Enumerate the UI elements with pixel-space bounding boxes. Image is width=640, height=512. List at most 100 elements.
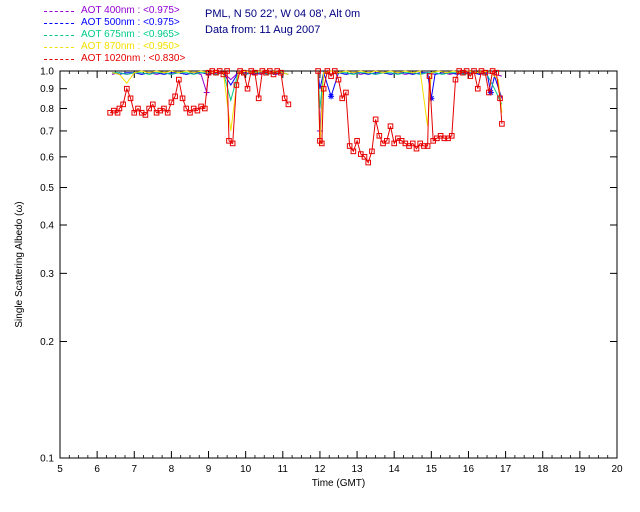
- marker-square: [426, 73, 433, 79]
- x-tick-label: 8: [169, 464, 175, 475]
- marker-square: [343, 89, 349, 96]
- marker-square: [320, 85, 327, 92]
- y-tick-label: 0.5: [40, 183, 54, 194]
- x-tick-label: 9: [206, 464, 212, 475]
- y-tick-label: 0.2: [40, 337, 54, 348]
- marker-square: [331, 68, 338, 74]
- marker-square: [172, 93, 178, 100]
- legend-item: AOT 500nm : <0.975>: [44, 17, 185, 29]
- marker-square: [285, 101, 292, 108]
- x-axis-label: Time (GMT): [312, 478, 366, 489]
- marker-square: [335, 76, 342, 83]
- x-tick-label: 11: [278, 464, 289, 475]
- y-tick-label: 0.8: [40, 104, 54, 115]
- marker-square: [383, 138, 390, 144]
- station-info: PML, N 50 22', W 04 08', Alt 0m Data fro…: [205, 6, 360, 38]
- marker-square: [448, 133, 455, 139]
- x-tick-label: 15: [426, 464, 438, 475]
- marker-square: [489, 68, 496, 74]
- legend-line-swatch: [44, 58, 74, 60]
- legend-item: AOT 675nm : <0.965>: [44, 29, 185, 41]
- marker-square: [361, 154, 368, 160]
- marker-square: [176, 76, 182, 83]
- series-line-AOT-400nm: [317, 72, 503, 131]
- marker-square: [146, 105, 152, 112]
- marker-square: [482, 69, 488, 76]
- y-axis-label: Single Scattering Albedo (ω): [14, 201, 25, 327]
- marker-square: [255, 95, 262, 102]
- marker-square: [124, 85, 130, 92]
- legend-label: AOT 1020nm : <0.830>: [81, 53, 186, 64]
- y-tick-label: 0.6: [40, 152, 54, 163]
- marker-square: [278, 69, 284, 76]
- marker-square: [127, 95, 134, 102]
- y-tick-label: 0.7: [40, 126, 54, 137]
- marker-square: [324, 68, 331, 74]
- x-tick-label: 17: [500, 464, 512, 475]
- marker-square: [216, 68, 223, 74]
- marker-square: [248, 68, 255, 74]
- marker-square: [116, 105, 123, 112]
- marker-square: [391, 140, 397, 147]
- y-tick-label: 1.0: [40, 67, 54, 78]
- marker-square: [281, 95, 288, 102]
- marker-square: [467, 73, 474, 79]
- x-tick-label: 12: [314, 464, 326, 475]
- marker-square: [161, 105, 167, 112]
- marker-square: [194, 107, 201, 114]
- marker-square: [421, 143, 427, 149]
- marker-square: [270, 71, 277, 78]
- marker-square: [220, 71, 227, 78]
- marker-square: [387, 123, 394, 130]
- marker-square: [131, 109, 138, 116]
- x-tick-label: 7: [131, 464, 137, 475]
- x-tick-label: 14: [389, 464, 401, 475]
- marker-square: [259, 68, 266, 74]
- marker-square: [409, 140, 416, 147]
- marker-square: [274, 68, 281, 74]
- marker-square: [413, 145, 420, 152]
- marker-square: [471, 68, 477, 74]
- marker-square: [354, 138, 360, 144]
- marker-square: [463, 68, 470, 74]
- legend-item: AOT 870nm : <0.950>: [44, 41, 185, 53]
- station-line: PML, N 50 22', W 04 08', Alt 0m: [205, 8, 361, 20]
- marker-square: [205, 69, 212, 76]
- marker-square: [120, 101, 126, 108]
- legend-item: AOT 400nm : <0.975>: [44, 5, 185, 17]
- marker-square: [497, 95, 503, 102]
- marker-asterisk: [328, 93, 334, 99]
- marker-square: [183, 105, 190, 112]
- x-tick-label: 13: [352, 464, 364, 475]
- marker-square: [202, 105, 208, 112]
- date-line: Data from: 11 Aug 2007: [205, 24, 321, 36]
- legend-line-swatch: [44, 10, 74, 12]
- series-line-AOT-870nm: [111, 70, 289, 131]
- marker-square: [224, 68, 230, 74]
- marker-square: [441, 135, 448, 142]
- legend-label: AOT 675nm : <0.965>: [81, 29, 180, 40]
- marker-square: [229, 140, 236, 147]
- x-tick-label: 19: [574, 464, 586, 475]
- series-line-AOT-1020nm: [317, 69, 503, 164]
- marker-square: [339, 95, 346, 102]
- marker-square: [164, 109, 171, 116]
- y-tick-label: 0.1: [40, 454, 54, 465]
- legend-line-swatch: [44, 46, 74, 48]
- marker-square: [474, 85, 481, 92]
- y-tick-label: 0.3: [40, 269, 54, 280]
- marker-square: [187, 109, 193, 116]
- marker-square: [263, 69, 269, 76]
- series-line-AOT-675nm: [317, 72, 503, 109]
- legend-item: AOT 1020nm : <0.830>: [44, 53, 185, 65]
- y-tick-label: 0.9: [40, 84, 54, 95]
- x-tick-label: 18: [537, 464, 549, 475]
- marker-square: [376, 133, 383, 139]
- marker-square: [315, 68, 321, 74]
- legend-label: AOT 870nm : <0.950>: [81, 41, 180, 52]
- legend-line-swatch: [44, 22, 74, 24]
- marker-square: [486, 89, 492, 96]
- plot-frame: [59, 70, 618, 459]
- marker-square: [369, 148, 375, 155]
